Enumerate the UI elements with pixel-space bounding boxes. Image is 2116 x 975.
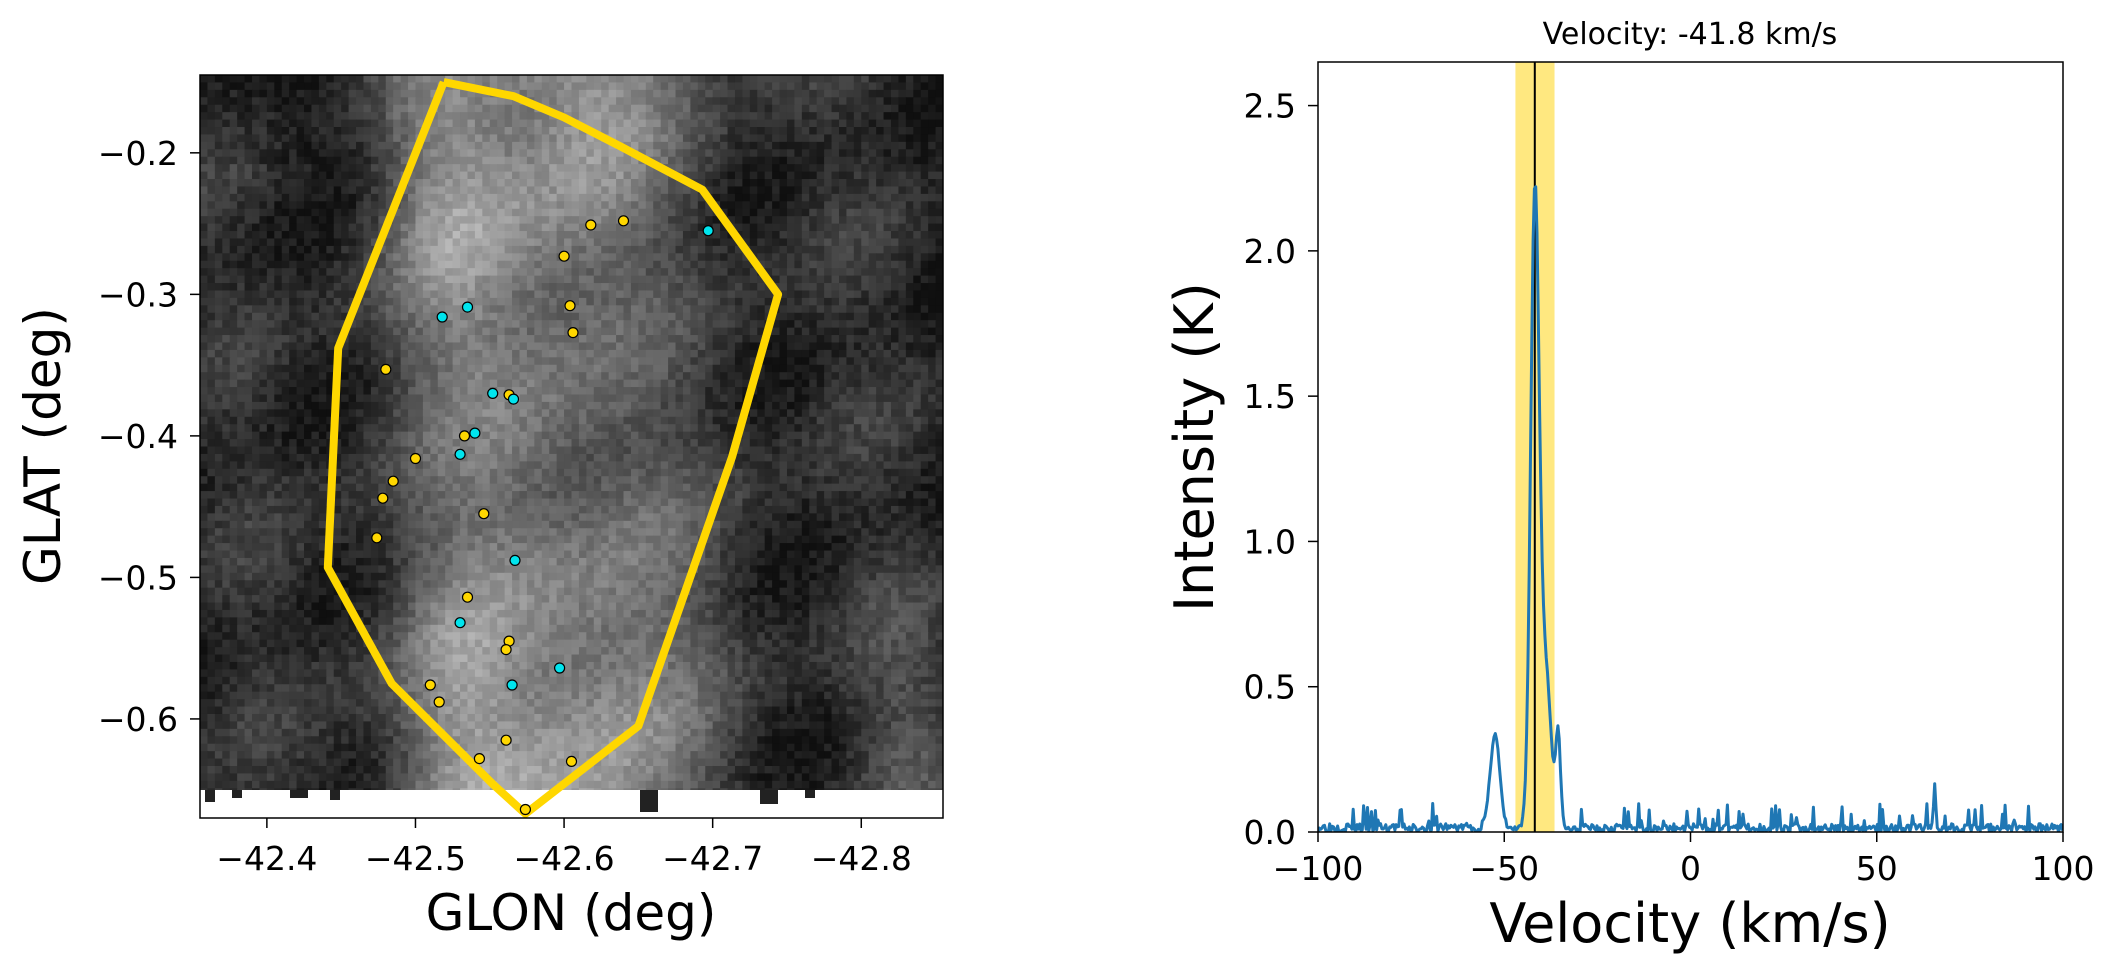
spectrum-x-tick-label: −100 (1273, 849, 1364, 888)
blank-strip-notch (232, 790, 242, 798)
region-polygon (323, 78, 783, 818)
yellow-source-marker (458, 430, 471, 442)
map-y-tick-label: −0.6 (98, 700, 178, 739)
spectrum-x-tick-label: −50 (1469, 849, 1539, 888)
map-x-label: GLON (deg) (426, 884, 717, 942)
spectrum-y-tick-label: 0.5 (1244, 668, 1296, 707)
yellow-source-marker (473, 752, 485, 765)
spectrum-x-tick-label: 50 (1856, 849, 1898, 888)
spectrum-x-axis: −100 −50 0 50 100 (1273, 832, 2095, 888)
intensity-image (200, 75, 943, 818)
map-y-tick-label: −0.2 (98, 134, 178, 173)
spectrum-y-axis: 0.0 0.5 1.0 1.5 2.0 2.5 (1244, 87, 1318, 852)
map-x-tick-label: −42.4 (216, 839, 317, 878)
map-y-tick-label: −0.5 (98, 558, 178, 597)
spectrum-y-tick-label: 2.5 (1244, 87, 1296, 126)
cyan-source-marker (487, 387, 499, 399)
blank-strip-notch (205, 790, 215, 802)
blank-strip-notches (205, 790, 815, 812)
yellow-source-marker (478, 508, 490, 520)
spectrum-line (1318, 185, 2063, 832)
map-y-tick-label: −0.4 (98, 417, 178, 456)
yellow-source-marker (409, 452, 422, 465)
cyan-source-marker (507, 393, 520, 405)
spectrum-panel: −100 −50 0 50 100 0.0 0.5 1.0 1.5 2.0 2.5 Velocit… (1163, 17, 2095, 955)
spectrum-y-tick-label: 2.0 (1244, 232, 1296, 271)
map-x-tick-label: −42.8 (811, 839, 912, 878)
blank-strip (200, 790, 943, 818)
map-y-axis: −0.2 −0.3 −0.4 −0.5 −0.6 (98, 134, 200, 739)
yellow-source-marker (565, 755, 578, 768)
blank-strip-notch (760, 790, 778, 804)
yellow-source-marker (433, 696, 445, 708)
cyan-source-marker (436, 311, 448, 323)
yellow-source-marker (461, 591, 474, 603)
yellow-source-marker (558, 250, 570, 262)
yellow-source-marker (585, 219, 597, 231)
yellow-source-marker (424, 679, 436, 691)
map-x-axis: −42.4 −42.5 −42.6 −42.7 −42.8 (216, 818, 912, 878)
yellow-source-marker (500, 734, 512, 746)
yellow-source-marker (500, 643, 512, 656)
spectrum-y-label: Intensity (K) (1163, 282, 1226, 612)
spectrum-y-tick-label: 1.0 (1244, 522, 1296, 561)
map-x-tick-label: −42.6 (513, 839, 614, 878)
spectrum-x-tick-label: 0 (1680, 849, 1701, 888)
spectrum-x-tick-label: 100 (2032, 849, 2095, 888)
spectrum-background (1318, 62, 2063, 832)
yellow-source-marker (617, 215, 630, 227)
blank-strip-notch (290, 790, 308, 798)
cyan-source-marker (454, 448, 466, 460)
cyan-source-marker (454, 617, 466, 629)
map-frame (199, 74, 944, 819)
yellow-source-marker (380, 363, 392, 375)
map-panel: −42.4 −42.5 −42.6 −42.7 −42.8 −0.2−0.3−0.4−0… (14, 74, 944, 942)
spectrum-y-tick-label: 0.0 (1244, 813, 1296, 852)
blank-strip-notch (805, 790, 815, 798)
yellow-source-marker (567, 327, 579, 339)
yellow-source-marker (564, 300, 576, 312)
yellow-source-marker (377, 492, 389, 504)
cyan-source-marker (509, 554, 521, 567)
map-x-tick-label: −42.7 (662, 839, 763, 878)
map-y-label: GLAT (deg) (14, 307, 72, 585)
yellow-source-marker (387, 475, 399, 487)
map-x-tick-label: −42.5 (365, 839, 466, 878)
source-markers (371, 215, 714, 816)
cyan-source-marker (469, 427, 481, 439)
cyan-source-marker (702, 225, 714, 237)
region-polygon-outline (323, 78, 783, 818)
yellow-source-marker (519, 803, 532, 816)
cyan-source-marker (506, 679, 518, 691)
blank-strip-notch (640, 790, 658, 812)
yellow-source-marker (371, 532, 383, 544)
cyan-source-marker (553, 662, 566, 674)
cyan-source-marker (461, 301, 474, 313)
spectrum-x-label: Velocity (km/s) (1489, 892, 1890, 955)
spectrum-title: Velocity: -41.8 km/s (1543, 17, 1838, 52)
map-y-tick-label: −0.3 (98, 275, 178, 314)
spectrum-y-tick-label: 1.5 (1244, 377, 1296, 416)
blank-strip-notch (330, 790, 340, 800)
